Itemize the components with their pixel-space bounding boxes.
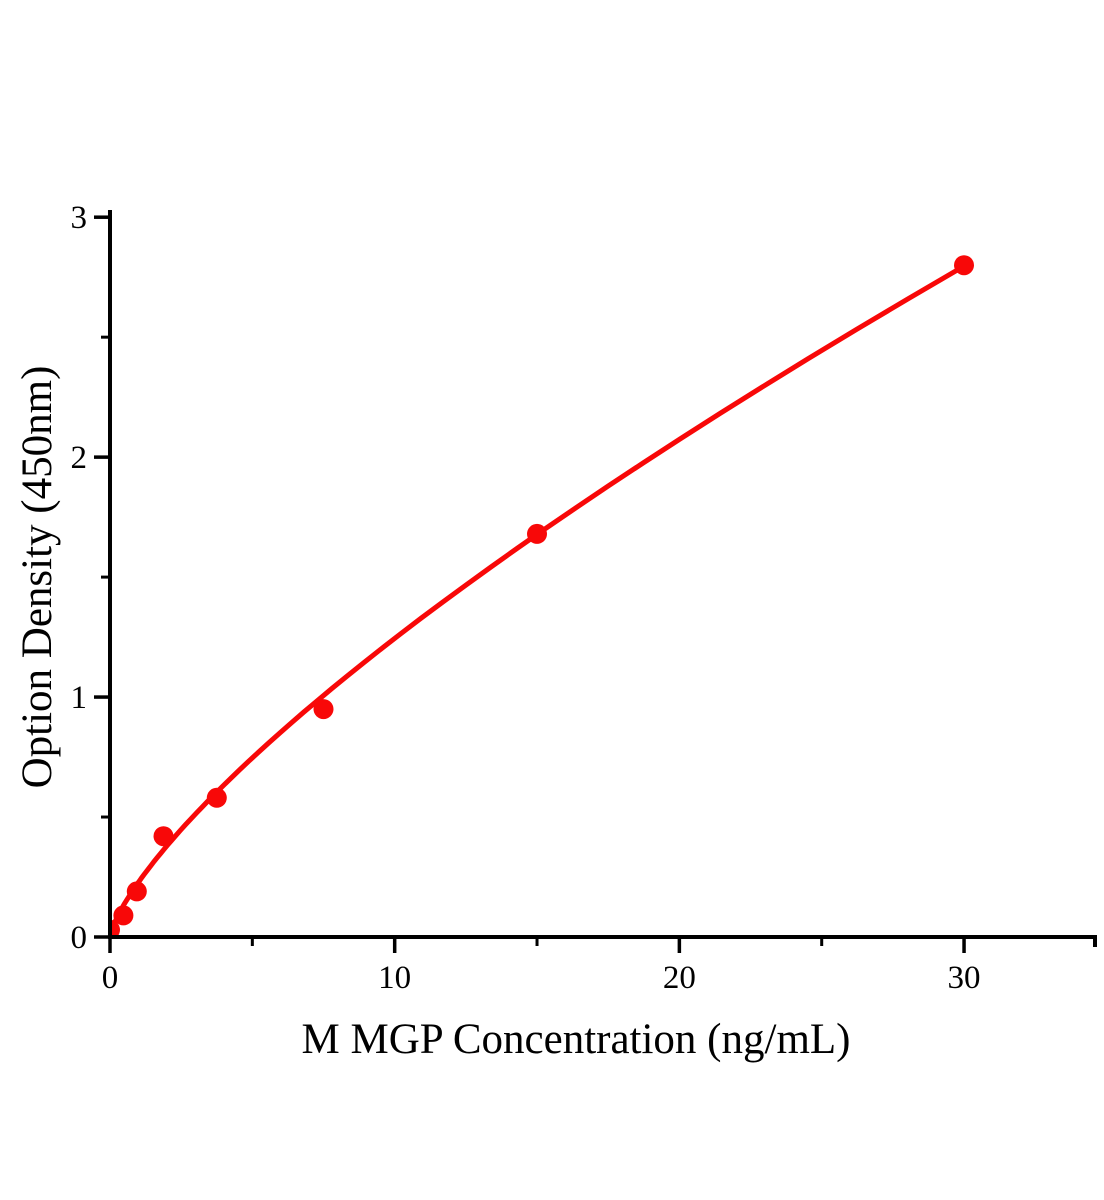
data-point	[206, 787, 227, 808]
data-point	[113, 905, 134, 926]
fit-curve	[112, 263, 967, 932]
data-point	[954, 255, 974, 276]
plot-area: 0 10 20 30 0 1 2 3	[71, 200, 1097, 996]
data-point	[126, 881, 147, 902]
x-tick-label: 20	[663, 960, 696, 996]
y-tick-label: 2	[71, 440, 88, 476]
y-tick-label: 1	[71, 680, 88, 716]
data-point	[112, 920, 120, 935]
y-axis-title: Option Density (450nm)	[14, 366, 61, 789]
data-point	[153, 826, 174, 847]
data-point	[527, 523, 547, 544]
x-tick-label: 30	[948, 960, 981, 996]
x-tick-label: 0	[102, 960, 119, 996]
x-tick-label: 10	[378, 960, 411, 996]
y-tick-label: 0	[71, 920, 88, 956]
x-axis-title: M MGP Concentration (ng/mL)	[302, 1016, 851, 1063]
y-tick-label: 3	[71, 200, 88, 236]
data-point	[313, 699, 334, 720]
